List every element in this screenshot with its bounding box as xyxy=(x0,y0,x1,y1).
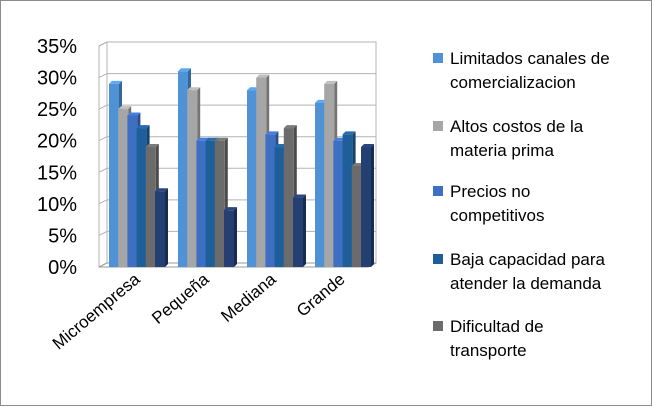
x-tick-label: Microempresa xyxy=(49,269,144,353)
bar-top xyxy=(145,144,159,148)
y-tick-label: 20% xyxy=(37,131,77,153)
bar-top xyxy=(187,87,201,91)
bar-front xyxy=(187,90,198,267)
bar xyxy=(155,188,168,267)
bar-front xyxy=(145,147,156,267)
bar-top xyxy=(342,131,356,135)
bar-top xyxy=(283,125,297,129)
bar-front xyxy=(315,102,325,267)
bar-front xyxy=(247,90,257,267)
x-tick-label: Grande xyxy=(293,270,349,321)
bar-front xyxy=(293,197,303,267)
legend-entry: Dificultad de transporte xyxy=(433,317,544,360)
legend: Limitados canales de comercializacion Alto… xyxy=(433,49,610,360)
bar-top xyxy=(224,207,237,211)
legend-entry: Altos costos de la materia prima xyxy=(433,117,584,160)
bar-side xyxy=(371,144,374,267)
y-tick-label: 5% xyxy=(48,225,77,247)
legend-label: Altos costos de la xyxy=(450,117,584,136)
x-tick-label: Pequeña xyxy=(148,269,213,328)
y-tick-label: 25% xyxy=(37,99,77,121)
legend-swatch xyxy=(433,121,443,131)
bar-front xyxy=(333,140,344,267)
legend-label: Limitados canales de xyxy=(450,49,610,68)
bar-front xyxy=(118,109,129,268)
bar-side xyxy=(303,194,306,267)
bar-front xyxy=(324,83,335,267)
legend-entry: Precios no competitivos xyxy=(433,182,544,225)
bar xyxy=(293,194,306,267)
bar-front xyxy=(136,128,147,267)
bar-top xyxy=(136,125,150,129)
legend-label: materia prima xyxy=(450,141,554,160)
bar-front xyxy=(205,140,216,267)
gridline xyxy=(98,41,376,47)
bar-front xyxy=(155,191,165,267)
gridline xyxy=(98,104,376,110)
bar-front xyxy=(265,134,276,267)
bars xyxy=(109,68,374,268)
bar-top xyxy=(256,74,270,78)
bar-front xyxy=(196,140,207,267)
legend-entry: Limitados canales de comercializacion xyxy=(433,49,610,92)
bar-front xyxy=(283,128,294,267)
bar-side xyxy=(234,207,237,267)
y-tick-label: 30% xyxy=(37,68,77,90)
bar-side xyxy=(165,188,168,267)
y-tick-label: 35% xyxy=(37,36,77,58)
bar-top xyxy=(118,106,132,110)
bar-front xyxy=(109,83,119,267)
legend-swatch xyxy=(433,53,443,63)
x-tick-label: Mediana xyxy=(217,269,280,326)
bar-top xyxy=(127,112,141,116)
legend-label: atender la demanda xyxy=(450,274,602,293)
legend-label: comercializacion xyxy=(450,73,576,92)
bar-front xyxy=(274,147,285,267)
legend-swatch xyxy=(433,321,443,331)
y-tick-label: 10% xyxy=(37,194,77,216)
bar xyxy=(224,207,237,267)
bar-front xyxy=(214,140,225,267)
bar-front xyxy=(178,71,188,267)
bar-front xyxy=(224,210,234,267)
legend-label: Dificultad de xyxy=(450,317,544,336)
bar-top xyxy=(361,144,374,148)
bar-front xyxy=(351,165,362,267)
bar-front xyxy=(342,134,353,267)
legend-label: competitivos xyxy=(450,206,544,225)
bar-front xyxy=(361,147,371,267)
gridline xyxy=(98,73,376,79)
legend-label: transporte xyxy=(450,341,527,360)
y-tick-label: 15% xyxy=(37,162,77,184)
bar-front xyxy=(256,77,267,267)
bar-top xyxy=(214,137,228,141)
bar-top xyxy=(196,137,210,141)
legend-entry: Baja capacidad para atender la demanda xyxy=(433,250,606,293)
y-axis-ticks: 0% 5% 10% 15% 20% 25% 30% 35% xyxy=(37,36,77,279)
bar-top xyxy=(155,188,168,192)
bar-top xyxy=(178,68,191,72)
legend-label: Precios no xyxy=(450,182,530,201)
legend-swatch xyxy=(433,254,443,264)
bar-front xyxy=(127,115,138,267)
bar-top xyxy=(324,80,338,84)
bar-top xyxy=(109,80,122,84)
legend-swatch xyxy=(433,186,443,196)
legend-label: Baja capacidad para xyxy=(450,250,606,269)
bar-top xyxy=(265,131,279,135)
bar-top xyxy=(205,137,219,141)
y-tick-label: 0% xyxy=(48,257,77,279)
bar xyxy=(361,144,374,267)
x-axis-labels: Microempresa Pequeña Mediana Grande xyxy=(49,269,349,353)
bar-top xyxy=(293,194,306,198)
